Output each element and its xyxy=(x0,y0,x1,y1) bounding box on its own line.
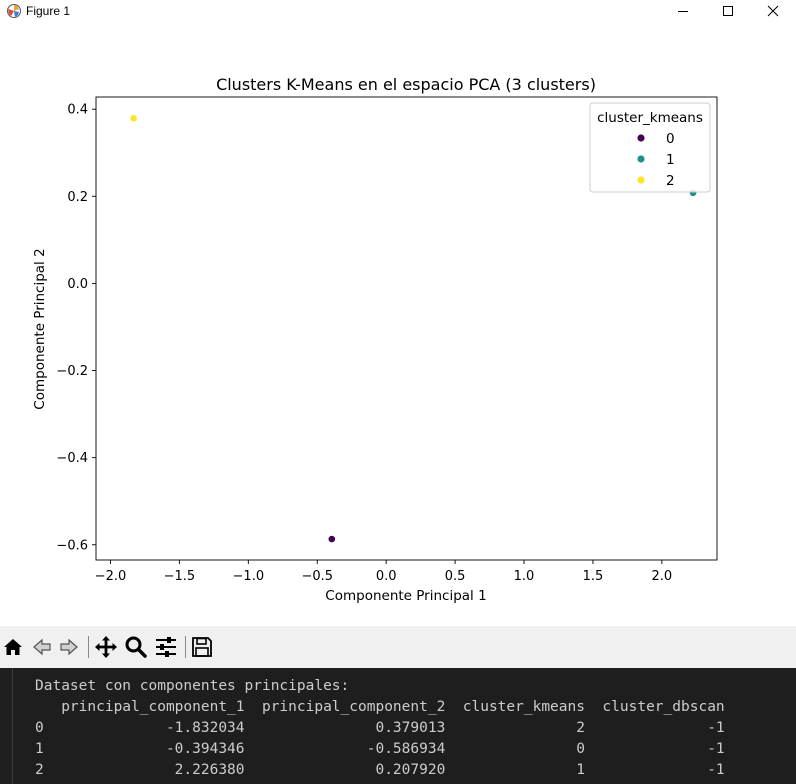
toolbar-separator xyxy=(185,636,186,658)
window-title-bar: Figure 1 xyxy=(0,0,796,22)
legend-box xyxy=(589,102,711,193)
back-button[interactable] xyxy=(29,634,55,660)
close-button[interactable] xyxy=(750,0,796,22)
x-tick-label: −0.5 xyxy=(301,569,333,584)
forward-button[interactable] xyxy=(56,634,82,660)
configure-subplots-icon xyxy=(156,637,176,657)
save-icon xyxy=(192,637,212,657)
toolbar-separator xyxy=(88,636,89,658)
close-icon xyxy=(767,5,779,17)
pan-icon xyxy=(95,636,117,658)
data-point-cluster-0 xyxy=(327,535,336,543)
x-tick-label: 1.5 xyxy=(583,569,604,584)
y-axis: 0.4 0.2 0.0 −0.2 −0.4 −0.6 xyxy=(56,103,96,553)
x-tick-label: 1.0 xyxy=(514,569,535,584)
legend-title: cluster_kmeans xyxy=(597,110,703,126)
maximize-icon xyxy=(723,6,733,16)
chart-title: Clusters K-Means en el espacio PCA (3 cl… xyxy=(216,75,596,94)
y-tick-label: −0.2 xyxy=(56,364,88,379)
x-axis: −2.0 −1.5 −1.0 −0.5 0.0 0.5 1.0 1.5 2.0 xyxy=(95,560,673,584)
maximize-button[interactable] xyxy=(705,0,751,22)
x-tick-label: −1.0 xyxy=(233,569,265,584)
minimize-button[interactable] xyxy=(660,0,706,22)
x-tick-label: 2.0 xyxy=(652,569,673,584)
back-icon xyxy=(33,638,51,656)
zoom-icon xyxy=(125,636,147,658)
scatter-chart: Clusters K-Means en el espacio PCA (3 cl… xyxy=(32,75,718,604)
legend-marker-1 xyxy=(637,155,645,163)
y-tick-label: −0.4 xyxy=(56,451,88,466)
legend-marker-0 xyxy=(637,134,645,142)
y-axis-label: Componente Principal 2 xyxy=(32,248,48,409)
legend: cluster_kmeans 0 1 2 xyxy=(589,102,711,193)
data-point-cluster-2 xyxy=(129,114,138,123)
x-axis-label: Componente Principal 1 xyxy=(325,588,486,604)
y-tick-label: 0.4 xyxy=(67,103,88,118)
home-button[interactable] xyxy=(0,634,26,660)
matplotlib-icon xyxy=(6,3,22,19)
x-tick-label: −2.0 xyxy=(95,569,127,584)
pan-button[interactable] xyxy=(93,634,119,660)
x-tick-label: 0.0 xyxy=(376,569,397,584)
y-tick-label: 0.2 xyxy=(67,190,88,205)
minimize-icon xyxy=(678,11,688,12)
console-output: Dataset con componentes principales: pri… xyxy=(0,668,796,784)
console-text: Dataset con componentes principales: pri… xyxy=(35,678,725,778)
x-tick-label: 0.5 xyxy=(445,569,466,584)
legend-marker-2 xyxy=(637,176,645,184)
y-tick-label: −0.6 xyxy=(56,538,88,553)
legend-label-1: 1 xyxy=(666,152,675,168)
y-tick-label: 0.0 xyxy=(67,277,88,292)
navigation-toolbar xyxy=(0,626,796,668)
save-button[interactable] xyxy=(189,634,215,660)
x-tick-label: −1.5 xyxy=(164,569,196,584)
window-title: Figure 1 xyxy=(26,4,71,18)
figure-canvas[interactable]: Clusters K-Means en el espacio PCA (3 cl… xyxy=(0,22,796,626)
forward-icon xyxy=(60,638,78,656)
legend-label-2: 2 xyxy=(666,173,675,189)
home-icon xyxy=(4,639,22,655)
legend-label-0: 0 xyxy=(666,131,675,147)
plot-frame xyxy=(95,96,718,561)
zoom-button[interactable] xyxy=(123,634,149,660)
console-gutter xyxy=(12,668,13,784)
configure-subplots-button[interactable] xyxy=(153,634,179,660)
